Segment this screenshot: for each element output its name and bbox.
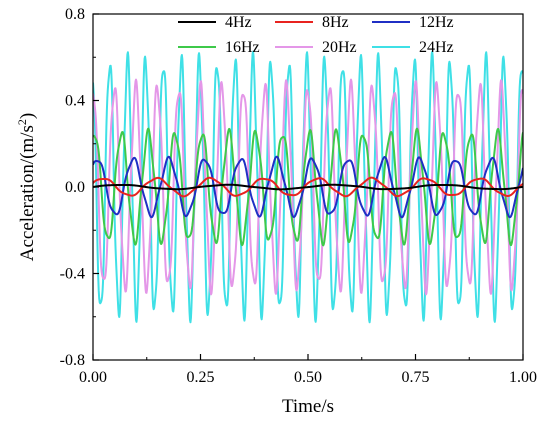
series-line-12hz	[93, 155, 523, 219]
y-tick-label: 0.8	[65, 6, 85, 23]
x-tick-label: 0.75	[402, 369, 430, 386]
legend-label: 4Hz	[225, 14, 252, 31]
ticks-layer: 0.00 0.25 0.50 0.75 1.00 -0.8 -0.4 0.0 0.4 0.8	[60, 6, 537, 386]
x-tick-label: 0.25	[187, 369, 215, 386]
legend-item-12hz: 12Hz	[372, 14, 454, 31]
legend-item-16hz: 16Hz	[178, 39, 260, 56]
y-axis-title-main: Acceleration/(m/s	[17, 125, 38, 261]
y-axis-title-sup: 2	[15, 119, 29, 125]
legend-item-8hz: 8Hz	[275, 14, 349, 31]
legend-label: 16Hz	[225, 39, 260, 56]
series-line-4hz	[93, 183, 523, 191]
y-axis-title-close: )	[17, 113, 38, 119]
series-line-20hz	[93, 78, 523, 296]
x-axis-title: Time/s	[282, 396, 334, 417]
legend-item-24hz: 24Hz	[372, 39, 454, 56]
y-tick-label: 0.4	[65, 93, 85, 110]
legend-item-20hz: 20Hz	[275, 39, 357, 56]
y-axis-title: Acceleration/(m/s2)	[15, 113, 38, 261]
y-tick-label: -0.4	[60, 266, 85, 283]
x-tick-label: 0.00	[79, 369, 107, 386]
x-tick-label: 1.00	[509, 369, 537, 386]
series-layer	[93, 50, 523, 324]
x-tick-label: 0.50	[294, 369, 322, 386]
series-line-24hz	[93, 50, 523, 324]
legend-label: 8Hz	[322, 14, 349, 31]
legend-label: 20Hz	[322, 39, 357, 56]
y-tick-label: 0.0	[65, 179, 85, 196]
series-line-8hz	[93, 176, 523, 198]
legend-label: 12Hz	[419, 14, 454, 31]
legend-label: 24Hz	[419, 39, 454, 56]
legend-item-4hz: 4Hz	[178, 14, 252, 31]
y-tick-label: -0.8	[60, 352, 85, 369]
legend: 4Hz 8Hz 12Hz 16Hz 20Hz 24Hz	[178, 14, 454, 56]
